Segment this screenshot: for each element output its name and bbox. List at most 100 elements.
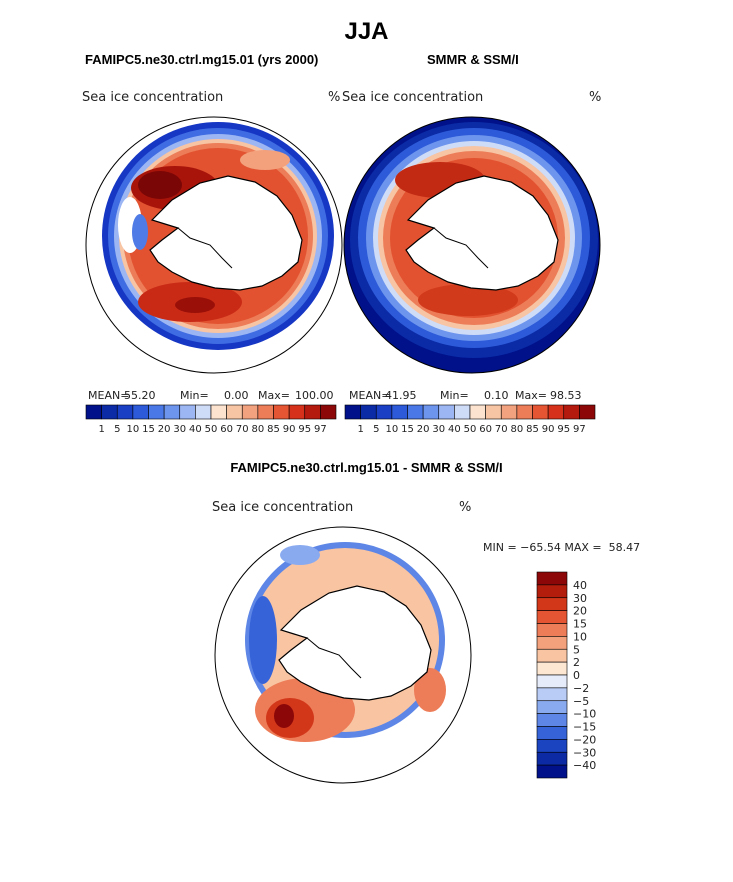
diff-colorbar-tick-label-5: 5	[573, 643, 580, 656]
panel-1-colorbar-tick-label-5: 30	[173, 424, 186, 435]
diff-colorbar-tick-label-3: 15	[573, 618, 587, 631]
panel-2-colorbar-swatch-11	[516, 404, 533, 420]
panel-1-units: %	[328, 90, 341, 105]
panel-1-colorbar-tick-label-13: 95	[298, 424, 311, 435]
panel-1-colorbar-swatch-13	[288, 404, 306, 420]
panel-1-colorbar-tick-label-14: 97	[314, 424, 327, 435]
diff-colorbar-swatch-8	[536, 674, 568, 689]
panel-1-colorbar-swatch-7	[195, 404, 212, 420]
panel-1-colorbar-swatch-15	[320, 404, 337, 420]
panel-1-map	[85, 116, 343, 374]
panel-2-colorbar-tick-label-3: 15	[401, 424, 414, 435]
diff-colorbar-swatch-11	[536, 713, 568, 727]
panel-1-colorbar-tick-label-4: 20	[158, 424, 171, 435]
panel-2-colorbar-tick-label-7: 50	[464, 424, 477, 435]
panel-1-min: 0.00	[224, 389, 249, 402]
panel-2-max: 98.53	[550, 389, 582, 402]
diff-colorbar-tick-label-1: 30	[573, 592, 587, 605]
panel-1-colorbar-tick-label-7: 50	[205, 424, 218, 435]
panel-2-colorbar-swatch-3	[391, 404, 408, 420]
panel-2-colorbar-swatch-10	[500, 404, 518, 420]
panel-1-colorbar-tick-label-3: 15	[142, 424, 155, 435]
diff-minmax: MIN = −65.54 MAX = 58.47	[483, 541, 641, 554]
panel-1-mean: 55.20	[124, 389, 156, 402]
panel-1-colorbar: 1 5 10 15 20 30 40 50 60 70 80 85 90 95 97	[85, 404, 337, 435]
diff-colorbar-swatch-13	[536, 739, 568, 753]
diff-colorbar-swatch-9	[536, 687, 568, 702]
diff-colorbar-swatch-7	[536, 661, 568, 676]
diff-colorbar-swatch-6	[536, 648, 568, 663]
panel-2-colorbar-swatch-9	[485, 404, 502, 420]
panel-1-colorbar-swatch-0	[85, 404, 102, 420]
diff-colorbar-swatch-1	[536, 584, 568, 599]
panel-2-colorbar-tick-label-10: 80	[511, 424, 524, 435]
panel-1-mean-label: MEAN=	[88, 389, 130, 402]
panel-1-colorbar-tick-label-2: 10	[127, 424, 140, 435]
panel-1-colorbar-swatch-5	[163, 404, 181, 420]
diff-colorbar-tick-label-2: 20	[573, 605, 587, 618]
diff-units: %	[459, 500, 472, 515]
panel-1-colorbar-tick-label-10: 80	[252, 424, 265, 435]
panel-2-colorbar-tick-label-4: 20	[417, 424, 430, 435]
panel-2-colorbar-tick-label-12: 90	[542, 424, 555, 435]
panel-1-colorbar-swatch-1	[101, 404, 118, 420]
diff-colorbar-tick-label-8: −2	[573, 682, 589, 695]
panel-2-colorbar-tick-label-11: 85	[526, 424, 539, 435]
panel-1-colorbar-tick-label-8: 60	[220, 424, 233, 435]
panel-2-colorbar-swatch-14	[563, 404, 580, 420]
panel-1-colorbar-swatch-9	[226, 404, 243, 420]
panel-2-colorbar-tick-label-2: 10	[386, 424, 399, 435]
diff-colorbar-tick-label-12: −20	[573, 733, 596, 746]
panel-1-max-label: Max=	[258, 389, 290, 402]
diff-colorbar-tick-label-10: −10	[573, 708, 596, 721]
panel-2-colorbar-swatch-5	[422, 404, 440, 420]
panel-2-colorbar-tick-label-0: 1	[357, 424, 363, 435]
panel-1-colorbar-tick-label-1: 5	[114, 424, 120, 435]
diff-colorbar-tick-label-7: 0	[573, 669, 580, 682]
panel-2-colorbar: 1 5 10 15 20 30 40 50 60 70 80 85 90 95 97	[344, 404, 596, 435]
panel-1-colorbar-swatch-10	[241, 404, 259, 420]
panel-2-colorbar-tick-label-9: 70	[495, 424, 508, 435]
panel-1-colorbar-swatch-8	[210, 404, 227, 420]
panel-1-colorbar-tick-label-9: 70	[236, 424, 249, 435]
panel-1-colorbar-swatch-11	[257, 404, 274, 420]
panel-2-colorbar-swatch-12	[532, 404, 549, 420]
diff-colorbar-tick-label-9: −5	[573, 695, 589, 708]
panel-2-colorbar-swatch-0	[344, 404, 361, 420]
diff-colorbar-swatch-5	[536, 636, 568, 650]
diff-colorbar-swatch-10	[536, 700, 568, 714]
diff-map	[214, 526, 472, 784]
panel-2-colorbar-swatch-7	[454, 404, 471, 420]
panel-1-colorbar-swatch-14	[304, 404, 321, 420]
panel-2-units: %	[589, 90, 602, 105]
panel-1-colorbar-swatch-6	[179, 404, 196, 420]
panel-2-min: 0.10	[484, 389, 509, 402]
panel-2-title: SMMR & SSM/I	[427, 52, 519, 67]
panel-1-variable: Sea ice concentration	[82, 90, 224, 105]
panel-2-colorbar-swatch-13	[547, 404, 565, 420]
panel-1-colorbar-tick-label-0: 1	[98, 424, 104, 435]
panel-2-colorbar-swatch-1	[360, 404, 377, 420]
panel-1-colorbar-tick-label-11: 85	[267, 424, 280, 435]
diff-colorbar-swatch-0	[536, 571, 568, 586]
panel-2-colorbar-tick-label-5: 30	[432, 424, 445, 435]
panel-2-colorbar-tick-label-14: 97	[573, 424, 586, 435]
panel-2-colorbar-swatch-2	[375, 404, 393, 420]
diff-colorbar-tick-label-0: 40	[573, 579, 587, 592]
diff-colorbar-tick-label-6: 2	[573, 656, 580, 669]
panel-2-colorbar-swatch-15	[579, 404, 596, 420]
diff-colorbar-swatch-2	[536, 597, 568, 611]
panel-1-max: 100.00	[295, 389, 334, 402]
page-title: JJA	[344, 18, 389, 45]
panel-1-colorbar-swatch-12	[273, 404, 290, 420]
panel-2-mean-label: MEAN=	[349, 389, 391, 402]
diff-panel-title: FAMIPC5.ne30.ctrl.mg15.01 - SMMR & SSM/I	[230, 460, 503, 475]
panel-2-colorbar-swatch-6	[438, 404, 455, 420]
panel-1-colorbar-tick-label-12: 90	[283, 424, 296, 435]
panel-2-colorbar-tick-label-8: 60	[479, 424, 492, 435]
panel-1-colorbar-swatch-3	[132, 404, 149, 420]
diff-colorbar-tick-label-4: 10	[573, 630, 587, 643]
diff-colorbar-swatch-14	[536, 751, 568, 766]
